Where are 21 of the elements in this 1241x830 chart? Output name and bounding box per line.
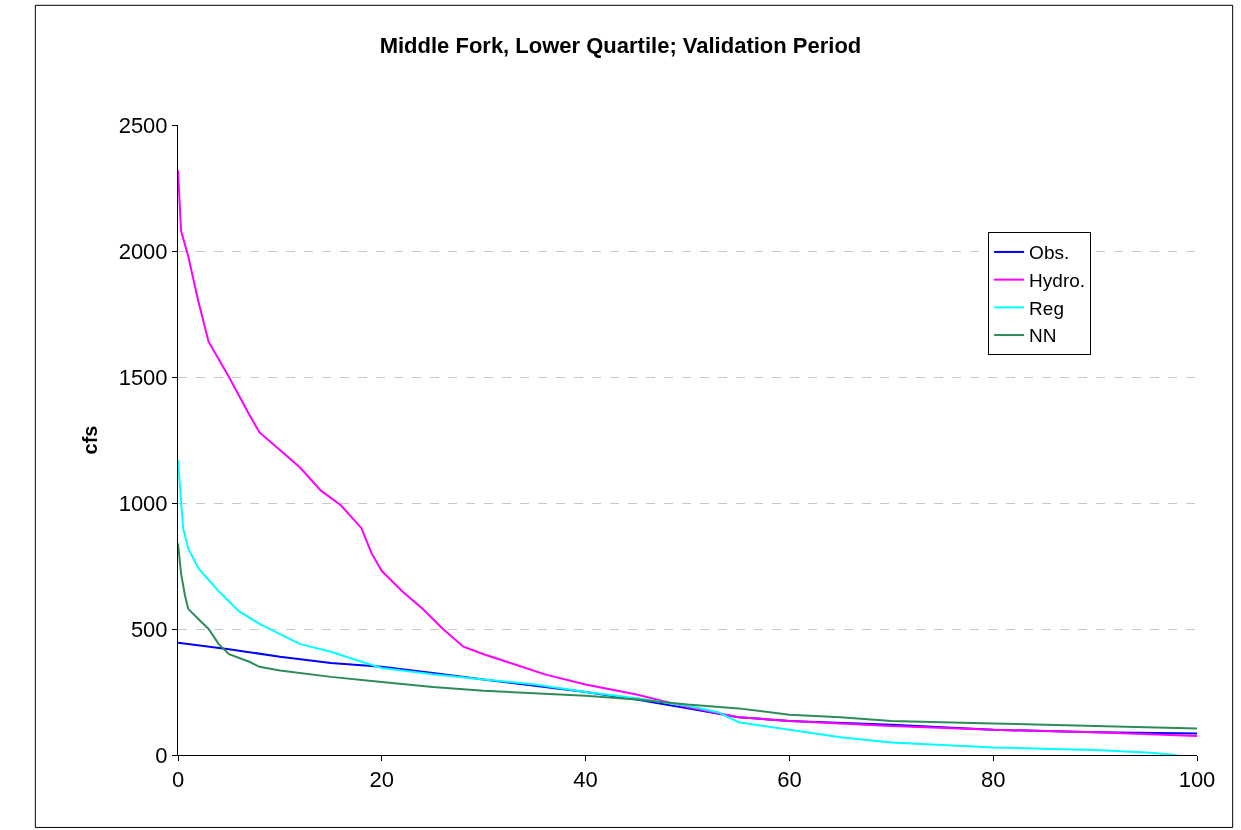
y-tick-label: 2000	[118, 238, 168, 264]
y-tick-label: 500	[130, 616, 168, 642]
y-tick-label: 2500	[118, 112, 168, 138]
y-tick-label: 1500	[118, 364, 168, 390]
legend-label: Obs.	[1029, 242, 1070, 264]
x-tick-label: 20	[369, 767, 395, 793]
line-series	[178, 169, 1197, 738]
line-series	[178, 542, 1197, 730]
line-series	[178, 459, 1178, 755]
y-axis-title: cfs	[79, 425, 102, 455]
chart-title: Middle Fork, Lower Quartile; Validation Period	[379, 32, 862, 58]
y-tick-label: 0	[155, 742, 168, 768]
x-tick-label: 60	[777, 767, 802, 793]
x-tick-label: 100	[1178, 767, 1216, 793]
x-tick-label: 0	[171, 767, 185, 793]
x-tick-label: 40	[573, 767, 598, 793]
legend-label: Hydro.	[1029, 270, 1086, 292]
legend-label: Reg	[1029, 297, 1064, 319]
legend-label: NN	[1029, 325, 1057, 347]
y-tick-label: 1000	[118, 490, 168, 516]
x-tick-label: 80	[980, 767, 1006, 793]
